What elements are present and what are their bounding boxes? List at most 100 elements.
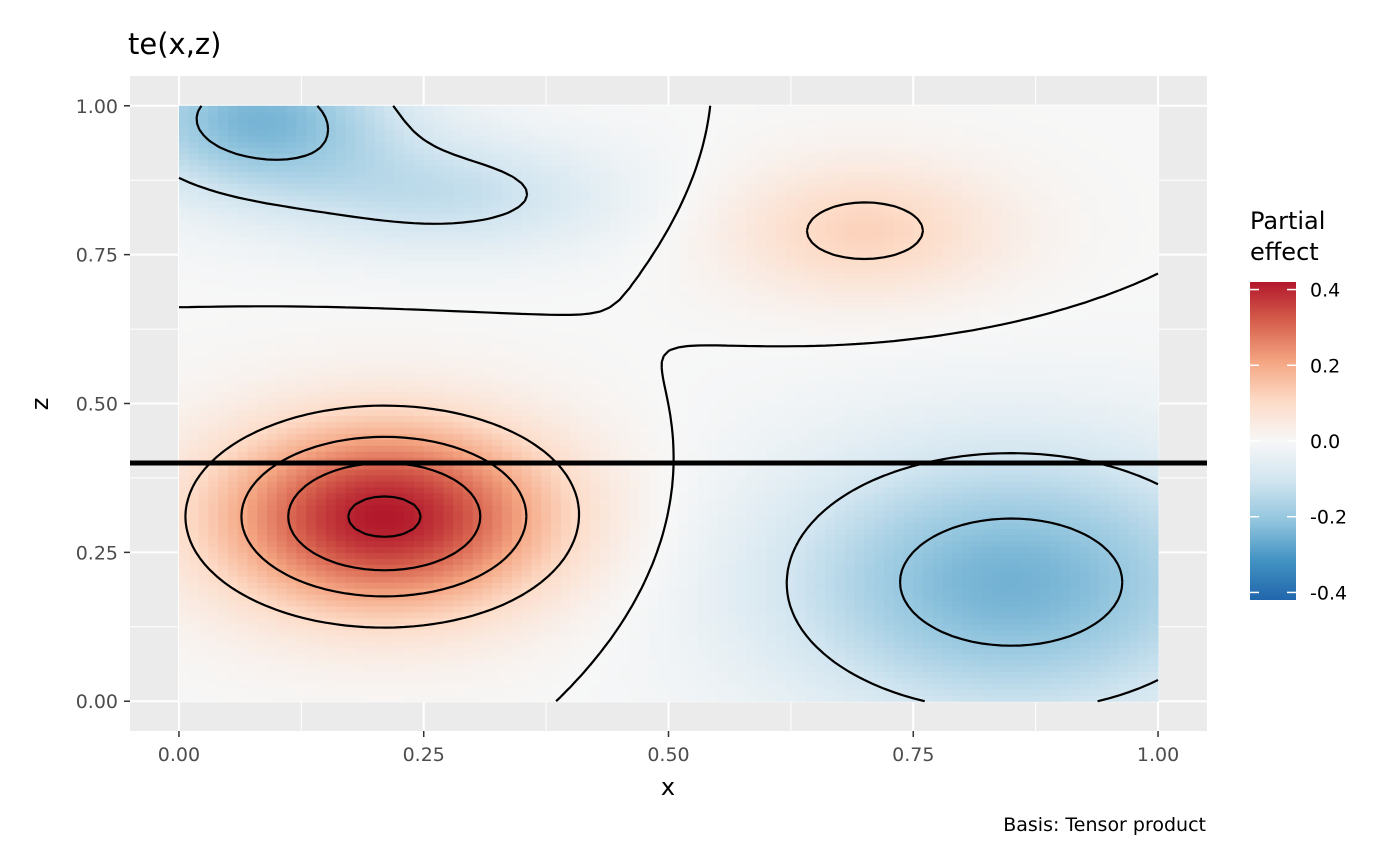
heatmap-cell	[1109, 469, 1120, 476]
heatmap-cell	[335, 522, 346, 530]
heatmap-cell	[834, 582, 846, 589]
heatmap-cell	[198, 540, 209, 547]
heatmap-cell	[1060, 653, 1071, 661]
heatmap-cell	[384, 677, 395, 684]
heatmap-cell	[178, 695, 190, 702]
heatmap-cell	[443, 403, 454, 411]
heatmap-cell	[746, 486, 758, 494]
heatmap-cell	[903, 594, 914, 601]
heatmap-cell	[423, 611, 435, 619]
heatmap-cell	[688, 480, 699, 488]
heatmap-cell	[1030, 582, 1042, 589]
heatmap-cell	[785, 635, 797, 643]
heatmap-cell	[815, 695, 826, 702]
heatmap-cell	[1128, 635, 1140, 643]
heatmap-cell	[834, 623, 846, 631]
heatmap-cell	[443, 451, 454, 458]
heatmap-cell	[785, 498, 797, 506]
heatmap-cell	[737, 665, 748, 673]
heatmap-cell	[551, 415, 562, 422]
heatmap-cell	[776, 641, 787, 649]
heatmap-cell	[844, 600, 856, 607]
heatmap-cell	[590, 659, 601, 667]
heatmap-cell	[1030, 510, 1042, 518]
heatmap-cell	[844, 629, 856, 637]
heatmap-cell	[521, 522, 533, 530]
heatmap-cell	[639, 534, 650, 542]
heatmap-cell	[394, 641, 405, 649]
heatmap-cell	[795, 409, 807, 416]
heatmap-cell	[237, 576, 249, 583]
heatmap-cell	[697, 415, 709, 422]
heatmap-cell	[482, 409, 493, 416]
heatmap-cell	[609, 576, 621, 583]
heatmap-cell	[952, 546, 963, 553]
heatmap-cell	[619, 474, 630, 482]
heatmap-cell	[805, 492, 816, 500]
heatmap-cell	[952, 683, 963, 690]
heatmap-cell	[502, 463, 513, 470]
heatmap-cell	[482, 504, 493, 512]
heatmap-cell	[972, 439, 983, 446]
heatmap-cell	[335, 540, 346, 547]
heatmap-cell	[1060, 605, 1071, 613]
heatmap-cell	[648, 689, 660, 696]
heatmap-cell	[178, 451, 190, 458]
heatmap-cell	[844, 546, 856, 553]
heatmap-cell	[1040, 605, 1051, 613]
heatmap-cell	[737, 534, 748, 542]
heatmap-cell	[648, 492, 660, 500]
heatmap-cell	[756, 510, 768, 518]
heatmap-cell	[286, 427, 298, 434]
heatmap-cell	[541, 594, 552, 601]
heatmap-cell	[658, 421, 670, 428]
heatmap-cell	[355, 689, 366, 696]
heatmap-cell	[257, 552, 268, 559]
heatmap-cell	[531, 528, 542, 536]
heatmap-cell	[404, 552, 415, 559]
heatmap-cell	[404, 445, 415, 452]
heatmap-cell	[1099, 564, 1110, 571]
heatmap-cell	[570, 480, 581, 488]
heatmap-cell	[678, 433, 689, 440]
heatmap-cell	[952, 463, 963, 470]
heatmap-cell	[639, 445, 650, 452]
heatmap-cell	[218, 409, 229, 416]
heatmap-cell	[913, 689, 924, 696]
heatmap-cell	[1128, 576, 1140, 583]
heatmap-cell	[316, 641, 327, 649]
heatmap-cell	[1109, 564, 1120, 571]
heatmap-cell	[198, 474, 209, 482]
heatmap-cell	[531, 617, 542, 625]
heatmap-cell	[1118, 647, 1130, 655]
heatmap-cell	[1099, 570, 1110, 577]
heatmap-cell	[923, 415, 934, 422]
heatmap-cell	[364, 445, 376, 452]
heatmap-cell	[413, 534, 425, 542]
heatmap-cell	[511, 564, 523, 571]
heatmap-cell	[482, 486, 493, 494]
heatmap-cell	[364, 570, 376, 577]
heatmap-cell	[531, 564, 542, 571]
heatmap-cell	[247, 552, 258, 559]
heatmap-cell	[834, 451, 846, 458]
heatmap-cell	[1069, 558, 1081, 565]
heatmap-cell	[883, 445, 895, 452]
heatmap-cell	[286, 653, 298, 661]
heatmap-cell	[599, 474, 611, 482]
heatmap-cell	[462, 492, 474, 500]
heatmap-cell	[394, 564, 405, 571]
heatmap-cell	[531, 445, 542, 452]
heatmap-cell	[981, 409, 993, 416]
heatmap-cell	[355, 469, 366, 476]
heatmap-cell	[560, 594, 572, 601]
heatmap-cell	[355, 409, 366, 416]
heatmap-cell	[364, 457, 376, 464]
heatmap-cell	[511, 480, 523, 488]
heatmap-cell	[227, 534, 239, 542]
heatmap-cell	[1030, 677, 1042, 684]
heatmap-cell	[1138, 421, 1149, 428]
heatmap-cell	[521, 474, 533, 482]
heatmap-cell	[864, 451, 875, 458]
heatmap-cell	[178, 552, 190, 559]
